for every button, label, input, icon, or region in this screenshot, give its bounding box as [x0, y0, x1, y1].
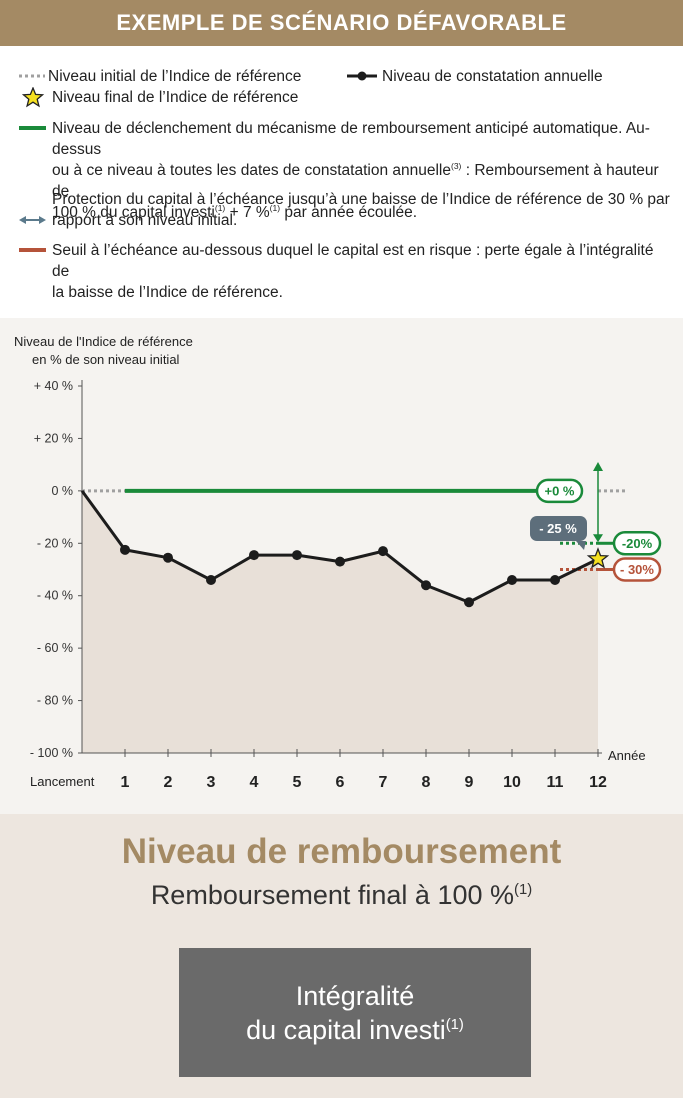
- double-arrow-icon: [18, 189, 52, 231]
- x-tick-label: 12: [589, 774, 607, 791]
- badge-protection-label: - 30%: [620, 562, 654, 577]
- legend-item-initial-level: Niveau initial de l’Indice de référence: [18, 66, 348, 87]
- grey-dotted-line-icon: [18, 66, 48, 87]
- legend-label-trigger-line2a: ou à ce niveau à toutes les dates de con…: [52, 162, 451, 179]
- page-header: EXEMPLE DE SCÉNARIO DÉFAVORABLE: [0, 0, 683, 46]
- legend-label-trigger-line3a: 100 % du capital investi: [52, 204, 215, 221]
- result-title: Niveau de remboursement: [121, 832, 562, 871]
- data-point: [163, 552, 173, 563]
- legend-item-threshold: Seuil à l’échéance au-dessous duquel le …: [18, 240, 673, 303]
- x-tick-label: 1: [121, 774, 130, 791]
- trigger-arrow-up-head: [593, 462, 603, 471]
- result-box-footnote: (1): [445, 1016, 464, 1033]
- x-tick-label: 7: [379, 774, 388, 791]
- star-icon: [21, 86, 52, 108]
- y-tick-label: + 20 %: [34, 431, 73, 445]
- result-box: Intégralité du capital investi(1): [179, 948, 531, 1077]
- red-line-icon: [18, 240, 52, 261]
- legend-label-final-level: Niveau final de l’Indice de référence: [52, 89, 299, 106]
- legend-label-protection-line1: Protection du capital à l’échéance jusqu…: [52, 191, 670, 208]
- legend-item-protection: Protection du capital à l’échéance jusqu…: [18, 189, 673, 231]
- data-point: [292, 550, 302, 561]
- line-chart: Niveau de l'Indice de référence en % de s…: [14, 334, 662, 791]
- result-subtitle-footnote: (1): [514, 882, 533, 898]
- legend-label-threshold-line1: Seuil à l’échéance au-dessous duquel le …: [52, 242, 654, 280]
- badge-final-perf-pointer: [576, 541, 586, 550]
- data-point: [507, 574, 517, 585]
- footnote-1: (1): [214, 202, 226, 213]
- data-point: [550, 574, 560, 585]
- x-tick-label: 3: [207, 774, 216, 791]
- data-point: [335, 556, 345, 567]
- y-tick-label: - 40 %: [37, 589, 73, 603]
- badge-final-perf-box: [530, 516, 587, 541]
- result-subtitle-text: Remboursement final à 100 %: [150, 880, 515, 910]
- x-tick-label: 4: [250, 774, 259, 791]
- y-axis-title-line1: Niveau de l'Indice de référence: [14, 334, 193, 349]
- legend-label-initial-level: Niveau initial de l’Indice de référence: [48, 68, 302, 85]
- legend-label-trigger-line3c: par année écoulée.: [280, 204, 418, 221]
- result-panel: Niveau de remboursement Remboursement fi…: [0, 814, 683, 1098]
- data-point: [120, 544, 130, 555]
- legend-item-trigger: Niveau de déclenchement du mécanisme de …: [18, 118, 673, 223]
- data-point: [206, 574, 216, 585]
- x-tick-label: 2: [164, 774, 173, 791]
- y-axis-title-line2: en % de son niveau initial: [32, 352, 180, 367]
- result-box-line1: Intégralité: [295, 980, 415, 1011]
- x-axis-title: Année: [608, 748, 646, 763]
- y-tick-label: - 100 %: [30, 746, 73, 760]
- y-tick-label: - 80 %: [37, 694, 73, 708]
- area-under-line: [82, 490, 598, 753]
- page-title: EXEMPLE DE SCÉNARIO DÉFAVORABLE: [116, 10, 567, 35]
- footnote-1b: (1): [269, 202, 281, 213]
- legend-label-protection-line2: rapport à son niveau initial.: [52, 212, 238, 229]
- legend-label-trigger-line3b: + 7 %: [225, 204, 270, 221]
- chart-area: Niveau de l'Indice de référence en % de s…: [0, 318, 683, 814]
- x-tick-label: 5: [293, 774, 302, 791]
- data-point: [421, 580, 431, 591]
- legend-label-annual-observation: Niveau de constatation annuelle: [382, 68, 603, 85]
- result-subtitle: Remboursement final à 100 %(1): [0, 880, 683, 911]
- badge-trigger-12-box: [612, 531, 662, 556]
- legend-label-threshold-line2: la baisse de l’Indice de référence.: [52, 284, 283, 301]
- legend-label-trigger-line1: Niveau de déclenchement du mécanisme de …: [52, 120, 650, 158]
- result-box-line2: du capital investi: [246, 1014, 446, 1045]
- badge-final-perf-label: - 25 %: [539, 521, 577, 536]
- y-tick-label: - 60 %: [37, 641, 73, 655]
- line-with-dot-icon: [346, 66, 382, 87]
- badge-trigger-label: +0 %: [545, 483, 575, 498]
- y-tick-label: + 40 %: [34, 379, 73, 393]
- final-level-star: [586, 547, 610, 569]
- x-tick-label: 9: [465, 774, 474, 791]
- x-tick-label: Lancement: [30, 774, 95, 789]
- x-tick-label: 6: [336, 774, 345, 791]
- footnote-3: (3): [450, 160, 462, 171]
- green-line-icon: [18, 118, 52, 139]
- data-point: [378, 546, 388, 557]
- legend-label-trigger-line2b: : Remboursement à hauteur de: [52, 162, 659, 200]
- x-tick-label: 10: [503, 774, 521, 791]
- data-point: [249, 550, 259, 561]
- y-tick-label: 0 %: [51, 484, 73, 498]
- legend-item-final-level: Niveau final de l’Indice de référence: [21, 86, 352, 108]
- badge-trigger-12-label: -20%: [622, 536, 653, 551]
- y-tick-label: - 20 %: [37, 536, 73, 550]
- trigger-arrow-down-head: [593, 534, 603, 543]
- badge-protection-box: [612, 557, 662, 582]
- legend-item-annual-observation: Niveau de constatation annuelle: [346, 66, 676, 87]
- data-point: [464, 597, 474, 608]
- x-tick-label: 8: [422, 774, 431, 791]
- badge-trigger-box: [535, 478, 584, 504]
- x-tick-label: 11: [547, 774, 564, 791]
